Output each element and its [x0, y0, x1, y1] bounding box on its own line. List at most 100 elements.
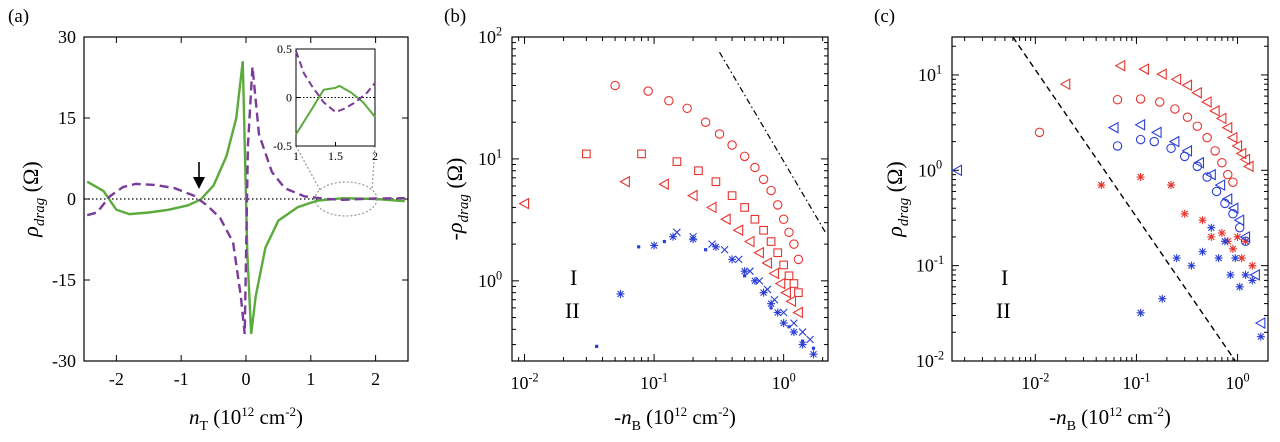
a-xtick-label: 2	[371, 369, 380, 389]
panel-c-marks	[951, 59, 1266, 341]
marker-circle	[643, 86, 653, 96]
marker-star	[1214, 254, 1223, 263]
panel-b-marks	[518, 80, 818, 359]
marker-circle	[1135, 134, 1146, 145]
marker-circle	[610, 80, 620, 91]
marker-dot	[595, 344, 599, 348]
marker-star	[1136, 308, 1145, 317]
marker-star	[650, 241, 659, 250]
marker-circle	[1112, 94, 1123, 105]
panel-c-guide-line	[1012, 36, 1236, 362]
marker-star	[1207, 232, 1216, 241]
marker-triangle-left	[1181, 79, 1193, 92]
marker-circle	[1234, 222, 1245, 233]
marker-x	[779, 308, 788, 317]
a-ytick-label: -30	[52, 351, 76, 371]
marker-circle	[1240, 236, 1251, 247]
marker-star	[1217, 228, 1226, 237]
marker-triangle-left	[743, 235, 755, 248]
marker-x	[798, 328, 807, 336]
marker-triangle-left	[1193, 156, 1205, 169]
marker-triangle-left	[768, 267, 780, 280]
marker-square	[789, 279, 799, 288]
marker-triangle-left	[1221, 193, 1233, 205]
marker-square	[794, 288, 803, 297]
marker-triangle-left	[1181, 144, 1193, 157]
panel-b-legend-II: II	[565, 298, 580, 323]
a-inset-xtick-label: 2	[372, 149, 378, 163]
panel-c-ticks: 10-2 10-1 100 10-2 10-1 100 101	[916, 37, 1269, 393]
marker-star	[1233, 232, 1242, 241]
x-tick-label: 10-2	[510, 370, 538, 393]
marker-star	[1172, 254, 1181, 263]
a-inset-ytick-label: 0.5	[277, 42, 292, 56]
marker-star	[616, 289, 625, 298]
marker-triangle-left	[619, 175, 630, 188]
marker-triangle-left	[1170, 73, 1182, 86]
panel-a-x-ticks: -2 -1 0 1 2	[109, 37, 380, 389]
marker-circle	[1202, 172, 1212, 182]
marker-triangle-left	[720, 213, 731, 226]
marker-triangle-left	[1107, 121, 1119, 134]
panel-c-xlabel: -nB (1012 cm-2)	[1049, 404, 1171, 434]
marker-star	[1226, 270, 1235, 279]
marker-square	[779, 260, 788, 270]
panel-a: (a) -2 -1 0 1 2 -30 -15 0 15 30 1 1.5 2 -0.5 0 0.5 ρd…	[8, 6, 409, 434]
marker-square	[750, 214, 760, 224]
marker-star	[1241, 270, 1250, 279]
marker-x	[806, 335, 814, 344]
marker-square	[784, 271, 794, 281]
marker-dot	[743, 274, 747, 278]
panel-a-zoom-connector-right	[371, 145, 376, 191]
marker-x	[790, 319, 798, 327]
marker-circle	[750, 162, 760, 173]
marker-circle	[664, 95, 674, 106]
marker-circle	[1210, 146, 1220, 156]
marker-triangle-left	[1235, 147, 1247, 160]
marker-triangle-left	[1156, 68, 1167, 81]
marker-dot	[787, 325, 791, 329]
marker-circle	[727, 140, 737, 150]
marker-circle	[1034, 127, 1045, 138]
marker-star	[773, 308, 782, 317]
panel-b-legend-I: I	[570, 265, 577, 290]
marker-star	[669, 232, 678, 241]
marker-triangle-left	[1231, 140, 1243, 152]
marker-triangle-left	[761, 257, 773, 269]
a-inset-xtick-label: 1.5	[328, 149, 343, 163]
marker-triangle-left	[1242, 160, 1254, 173]
panel-b-xlabel: -nB (1012 cm-2)	[614, 404, 736, 434]
marker-circle	[714, 129, 725, 139]
panel-c-legend-I: I	[1001, 265, 1008, 290]
marker-star	[1220, 237, 1229, 246]
marker-square	[727, 191, 737, 200]
marker-star	[750, 276, 759, 285]
marker-star	[1235, 282, 1244, 291]
a-xtick-label: -2	[109, 369, 124, 389]
marker-triangle-left	[792, 306, 803, 319]
marker-circle	[1192, 121, 1203, 131]
a-ytick-label: -15	[52, 270, 76, 290]
marker-circle	[1223, 169, 1233, 180]
panel-a-arrow	[193, 162, 205, 189]
marker-star	[1187, 261, 1196, 270]
panel-a-ylabel: ρdrag (Ω)	[18, 161, 48, 237]
marker-circle	[1228, 209, 1238, 219]
marker-star	[689, 235, 698, 244]
marker-circle	[1228, 177, 1238, 187]
marker-triangle-left	[1059, 78, 1071, 91]
panel-b-ylabel: -ρdrag (Ω)	[442, 158, 472, 241]
marker-triangle-left	[1239, 153, 1251, 166]
marker-square	[759, 225, 768, 235]
marker-triangle-left	[785, 295, 797, 308]
marker-triangle-left	[1221, 121, 1233, 134]
a-ytick-label: 15	[58, 108, 76, 128]
marker-circle	[1112, 141, 1123, 151]
marker-triangle-left	[1150, 126, 1162, 139]
marker-triangle-left	[1168, 135, 1180, 148]
marker-star	[1237, 254, 1246, 263]
panel-b-ticks: 10-2 10-1 100 100 101 102	[478, 24, 828, 393]
x-tick-label: 10-1	[640, 370, 668, 393]
marker-circle	[778, 214, 789, 224]
a-xtick-label: 1	[306, 369, 315, 389]
